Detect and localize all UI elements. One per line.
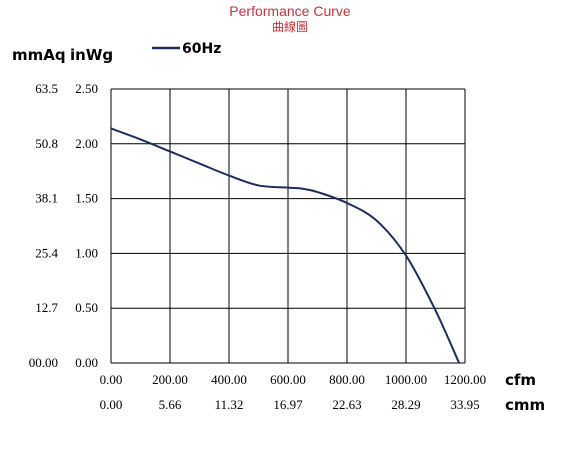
x-tick-label-secondary: 0.00 xyxy=(100,397,123,412)
x-tick-label: 200.00 xyxy=(152,372,188,387)
chart-subtitle: 曲線圖 xyxy=(272,19,308,34)
x-secondary-unit-label: cmm xyxy=(505,396,545,414)
x-tick-label: 1000.00 xyxy=(385,372,427,387)
y-tick-label-mmaq: 12.7 xyxy=(35,300,58,315)
legend-label-60hz: 60Hz xyxy=(182,41,221,57)
y-tick-label-mmaq: 25.4 xyxy=(35,245,58,260)
x-tick-label: 600.00 xyxy=(270,372,306,387)
y-tick-label-mmaq: 00.00 xyxy=(29,355,58,370)
x-tick-label-secondary: 5.66 xyxy=(159,397,182,412)
y-right-unit-label: inWg xyxy=(70,46,113,64)
y-tick-label-inwg: 0.00 xyxy=(75,355,98,370)
x-tick-label: 800.00 xyxy=(329,372,365,387)
y-tick-label-inwg: 1.00 xyxy=(75,245,98,260)
y-tick-label-mmaq: 50.8 xyxy=(35,136,58,151)
chart-title: Performance Curve xyxy=(229,3,351,19)
x-tick-label-secondary: 22.63 xyxy=(332,397,361,412)
x-tick-label-secondary: 16.97 xyxy=(273,397,303,412)
series-line-60hz xyxy=(110,127,461,364)
y-tick-label-inwg: 0.50 xyxy=(75,300,98,315)
y-tick-label-mmaq: 63.5 xyxy=(35,81,58,96)
y-tick-label-inwg: 2.50 xyxy=(75,81,98,96)
x-tick-label-secondary: 11.32 xyxy=(215,397,244,412)
y-tick-label-inwg: 1.50 xyxy=(75,191,98,206)
x-tick-label-secondary: 28.29 xyxy=(391,397,420,412)
y-tick-label-inwg: 2.00 xyxy=(75,136,98,151)
y-left-unit-label: mmAq xyxy=(12,46,66,64)
x-tick-label: 400.00 xyxy=(211,372,247,387)
x-tick-label: 1200.00 xyxy=(444,372,486,387)
tick-labels: 0.000.00200.005.66400.0011.32600.0016.97… xyxy=(29,81,486,412)
series-layer xyxy=(110,127,461,364)
grid xyxy=(110,88,466,364)
y-tick-label-mmaq: 38.1 xyxy=(35,191,58,206)
x-tick-label: 0.00 xyxy=(100,372,123,387)
legend: 60Hz xyxy=(152,41,221,57)
x-primary-unit-label: cfm xyxy=(505,371,536,389)
x-tick-label-secondary: 33.95 xyxy=(450,397,479,412)
